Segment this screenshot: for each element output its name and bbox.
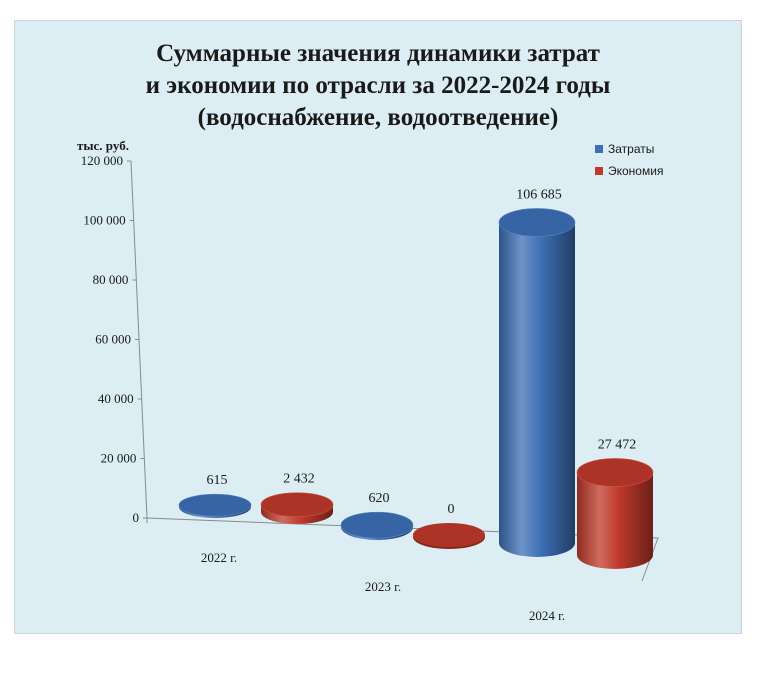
y-tick-label: 100 000 [83,213,125,228]
data-label: 615 [207,473,228,488]
chart-frame: Суммарные значения динамики затрат и эко… [14,20,742,634]
legend-label: Экономия [608,164,663,178]
data-label: 2 432 [283,472,315,487]
y-tick-label: 20 000 [101,451,137,466]
bar-top [340,511,414,539]
y-tick-label: 60 000 [95,332,131,347]
data-label: 27 472 [598,437,637,452]
legend-swatch [595,145,603,153]
bar-ekonomiya-0 [260,492,334,524]
bar-zatraty-1 [340,511,414,540]
bar-top [178,493,252,517]
bar-top [498,208,576,237]
bar-body [499,222,575,558]
y-tick-label: 80 000 [93,272,129,287]
bar-zatraty-0 [178,493,252,518]
bar-top [260,492,334,517]
y-tick-labels: 0 20 000 40 000 60 000 80 000 100 000 120 000 [81,153,147,525]
y-tick-label: 0 [133,510,140,525]
data-label: 620 [369,491,390,506]
bar-top [576,458,654,487]
category-labels: 2022 г. 2023 г. 2024 г. [201,550,565,623]
floor-back-edge [146,517,659,582]
chart-svg: Суммарные значения динамики затрат и эко… [15,21,741,633]
category-label: 2022 г. [201,550,237,565]
chart-title-line-3: (водоснабжение, водоотведение) [198,104,559,131]
legend: Затраты Экономия [595,142,663,178]
category-label: 2024 г. [529,608,565,623]
chart-title-line-2: и экономии по отрасли за 2022-2024 годы [146,72,611,99]
bar-body [577,472,653,569]
chart-title-line-1: Суммарные значения динамики затрат [156,40,600,67]
chart-title: Суммарные значения динамики затрат и эко… [146,40,611,131]
data-labels: 615 2 432 620 0 106 685 27 472 [207,187,637,517]
legend-swatch [595,167,603,175]
category-label: 2023 г. [365,579,401,594]
y-tick-label: 40 000 [98,391,134,406]
data-label: 0 [448,502,455,517]
data-label: 106 685 [516,187,562,202]
y-tick-label: 120 000 [81,153,123,168]
bar-top [413,523,485,547]
bar-ekonomiya-1 [413,523,485,549]
y-axis-unit-label: тыс. руб. [77,138,129,153]
bar-zatraty-2 [498,208,576,558]
legend-label: Затраты [608,142,654,156]
bar-ekonomiya-2 [576,458,654,569]
bars [178,208,654,569]
